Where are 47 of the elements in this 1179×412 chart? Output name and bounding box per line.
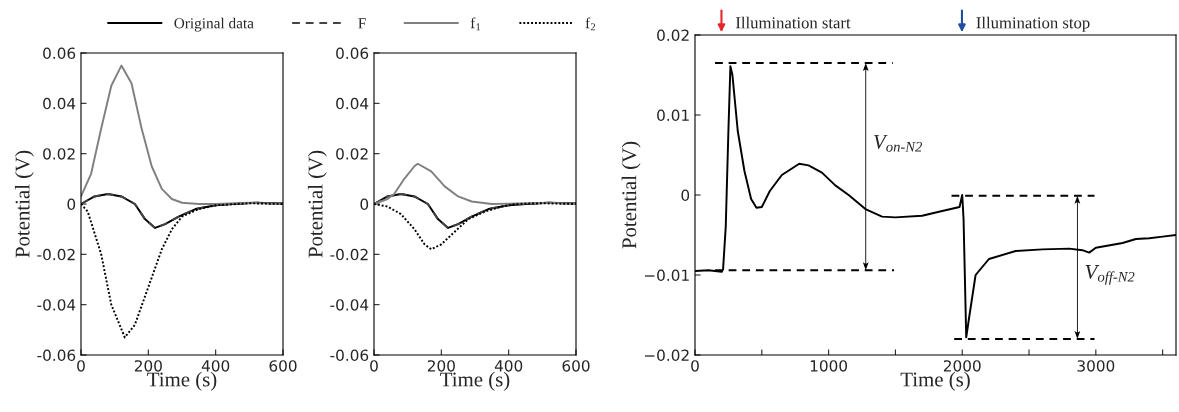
y-tick-label: -0.06 [330,349,369,362]
y-tick-label: 0.02 [657,29,689,42]
y-tick-label: 0.06 [43,47,76,60]
x-tick-label: 200 [427,360,455,372]
x-tick-label: 200 [134,360,162,372]
x-tick-label: 1000 [810,360,848,372]
y-axis-title: Potential (V) [307,150,327,258]
y-tick-label: 0.04 [43,97,76,110]
y-tick-label: −0.01 [644,269,689,282]
legend-label: Original data [174,17,254,32]
line-series [374,162,576,205]
text: Illumination stop [976,16,1090,32]
y-tick-label: 0 [681,189,690,202]
x-tick-label: 0 [691,360,699,372]
x-tick-label: 0 [370,360,378,372]
legend-label: f$_{2}$ [585,17,596,31]
x-tick-label: 2000 [943,360,981,372]
x-tick-label: 600 [562,360,590,372]
y-tick-label: -0.06 [37,349,76,362]
y-axis-title: Potential (V) [14,150,34,258]
x-axis-title: Time (s) [440,371,510,391]
y-tick-label: 0.01 [657,109,689,122]
x-tick-label: 0 [77,360,85,372]
y-tick-label: 0.02 [336,148,368,160]
x-axis-title: Time (s) [147,371,217,391]
y-tick-label: 0 [360,198,369,211]
x-tick-label: 600 [269,360,297,372]
y-tick-label: 0.06 [336,47,369,60]
annotation: V$_{on‐N2}$ [874,135,922,152]
y-tick-label: -0.02 [37,248,75,261]
y-axis-title: Potential (V) [621,141,641,249]
annotation: V$_{off‐N2}$ [1085,265,1135,285]
x-tick-label: 400 [494,360,523,372]
y-tick-label: 0.04 [336,97,369,110]
x-tick-label: 3000 [1077,360,1115,372]
y-tick-label: -0.04 [330,299,369,311]
legend-label: F [358,18,366,29]
line-series [81,64,283,205]
legend-label: f$_{1}$ [470,17,481,31]
x-axis-title: Time (s) [900,371,970,391]
text: Illumination start [735,16,851,29]
x-tick-label: 400 [201,360,230,372]
y-tick-label: -0.02 [330,248,368,261]
y-tick-label: 0.02 [43,148,75,160]
y-tick-label: -0.04 [37,299,76,311]
y-tick-label: 0 [67,198,76,211]
y-tick-label: −0.02 [644,349,689,362]
